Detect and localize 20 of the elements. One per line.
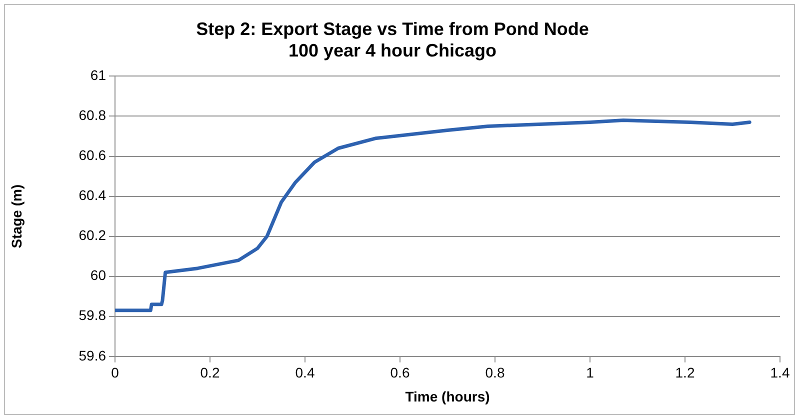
y-tick-label: 60.2 — [78, 227, 106, 244]
y-tick-label: 60.4 — [78, 187, 106, 204]
x-tick-label: 1 — [586, 364, 594, 381]
text: 100 year 4 hour Chicago — [288, 40, 497, 60]
y-tick-label: 60 — [90, 267, 106, 284]
y-axis-title: Stage (m) — [8, 184, 24, 248]
x-tick-label: 0.4 — [295, 364, 315, 381]
y-tick-label: 60.8 — [78, 107, 106, 124]
x-tick-label: 1.4 — [770, 364, 790, 381]
x-tick-label: 0.8 — [485, 364, 505, 381]
x-tick-label: 0.6 — [390, 364, 410, 381]
y-tick-label: 59.6 — [78, 347, 106, 364]
x-tick-label: 1.2 — [675, 364, 695, 381]
y-tick-label: 60.6 — [78, 147, 106, 164]
y-tick-label: 61 — [90, 67, 106, 84]
y-tick-label: 59.8 — [78, 307, 106, 324]
text: Step 2: Export Stage vs Time from Pond Node — [196, 18, 589, 39]
x-tick-label: 0.2 — [200, 364, 220, 381]
x-tick-label: 0 — [111, 364, 120, 381]
x-axis-title: Time (hours) — [405, 388, 490, 404]
